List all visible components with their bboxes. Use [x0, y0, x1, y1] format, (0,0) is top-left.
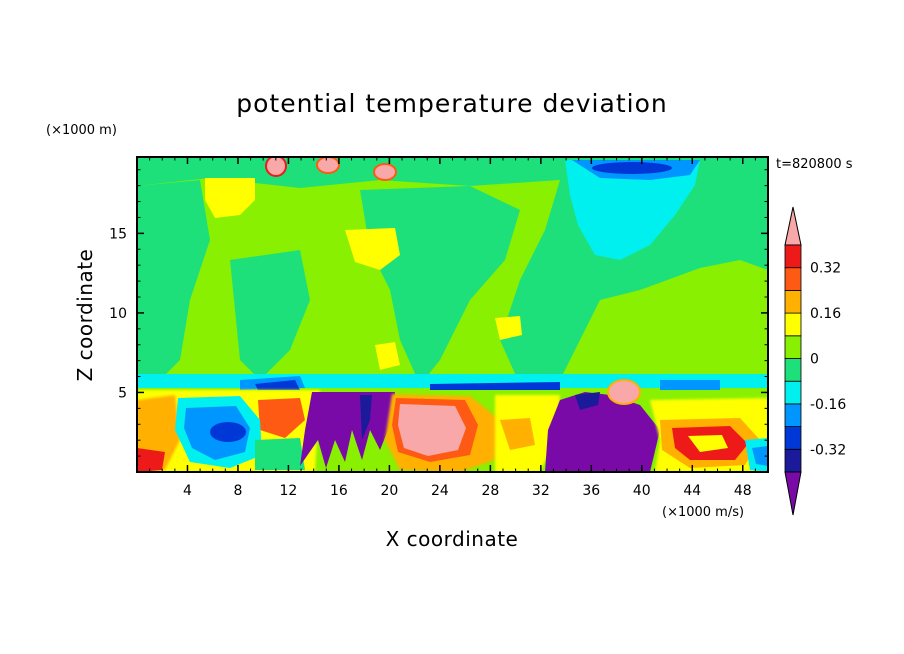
- colorbar-band: [784, 380, 802, 405]
- field-yellow-patch-2: [345, 228, 400, 270]
- colorbar-tick-label: 0.32: [810, 261, 841, 277]
- x-tick-label: 12: [280, 483, 298, 499]
- field-cyan-upper-right: [565, 160, 700, 260]
- colorbar-band: [784, 426, 802, 450]
- colorbar-band: [784, 335, 802, 359]
- y-unit-label: (×1000 m): [46, 123, 117, 138]
- field-pink-blob-lower: [607, 379, 641, 405]
- colorbar-band: [784, 403, 802, 427]
- time-label: t=820800 s: [776, 157, 853, 172]
- x-tick-label: 28: [481, 483, 499, 499]
- field-left-red: [137, 448, 165, 472]
- field-yellow-patch-1: [205, 178, 255, 218]
- y-tick-label: 15: [109, 226, 127, 242]
- x-tick-label: 40: [633, 483, 651, 499]
- colorbar-band: [784, 289, 802, 314]
- field-centre-pink: [398, 404, 466, 456]
- field-yellow-patch-4: [375, 342, 400, 370]
- field-left-emerald: [137, 180, 210, 382]
- field-purple-plume-edge: [360, 395, 372, 440]
- colorbar-band: [784, 312, 802, 337]
- colorbar-band: [784, 244, 802, 269]
- colorbar-tick-label: 0: [810, 352, 819, 368]
- field-purple-plumes: [300, 392, 395, 468]
- y-axis: 5 10 15: [109, 169, 768, 457]
- field-yellow-patch-3: [495, 316, 522, 340]
- x-tick-label: 16: [330, 483, 348, 499]
- y-tick-label: 10: [109, 306, 127, 322]
- colorbar: 0.32 0.16 0 -0.16 -0.32: [784, 206, 846, 516]
- x-unit-label: (×1000 m/s): [662, 505, 744, 520]
- x-axis-label: X coordinate: [386, 527, 519, 551]
- field-left-mid-emerald: [230, 250, 310, 380]
- field-left-orange-2: [258, 398, 305, 438]
- field-purple-region: [545, 392, 660, 472]
- field-inversion-blue-3: [430, 382, 560, 390]
- colorbar-band: [784, 267, 802, 291]
- x-tick-label: 4: [183, 483, 192, 499]
- field-pink-blob-2: [316, 157, 340, 174]
- colorbar-band: [784, 358, 802, 382]
- field-inversion-blue-4: [660, 380, 720, 390]
- x-tick-label: 20: [380, 483, 398, 499]
- x-tick-label: 32: [532, 483, 550, 499]
- x-tick-label: 36: [582, 483, 600, 499]
- field-purple-edge: [575, 392, 600, 410]
- chart-title: potential temperature deviation: [236, 89, 667, 118]
- x-axis: 4 8 12 16 20 24 28 32 36 40 44 48: [149, 157, 756, 499]
- field-pink-blob-3: [373, 163, 397, 181]
- field-right-yellow-core: [688, 435, 728, 452]
- field-blue-cell-top: [592, 162, 672, 174]
- field-left-eddy-core: [210, 422, 246, 442]
- y-axis-label: Z coordinate: [73, 249, 97, 382]
- field-pink-blob-1: [265, 157, 287, 177]
- x-tick-label: 8: [233, 483, 242, 499]
- field-right-blue: [752, 446, 768, 466]
- field-mid-emerald: [360, 186, 520, 385]
- x-tick-label: 44: [683, 483, 701, 499]
- colorbar-tick-label: -0.16: [810, 397, 846, 413]
- field-middle-orange: [500, 418, 535, 450]
- colorbar-tick-label: 0.16: [810, 306, 841, 322]
- x-tick-label: 48: [734, 483, 752, 499]
- colorbar-bottom-arrow: [784, 471, 802, 516]
- colorbar-band: [784, 448, 802, 473]
- colorbar-top-arrow: [784, 206, 802, 246]
- contour-field: [137, 157, 768, 472]
- field-left-green-patch: [255, 438, 305, 470]
- colorbar-tick-label: -0.32: [810, 442, 846, 458]
- field-right-emerald: [500, 178, 768, 385]
- field-inversion-blue-2: [255, 380, 300, 390]
- x-tick-label: 24: [431, 483, 449, 499]
- y-tick-label: 5: [118, 385, 127, 401]
